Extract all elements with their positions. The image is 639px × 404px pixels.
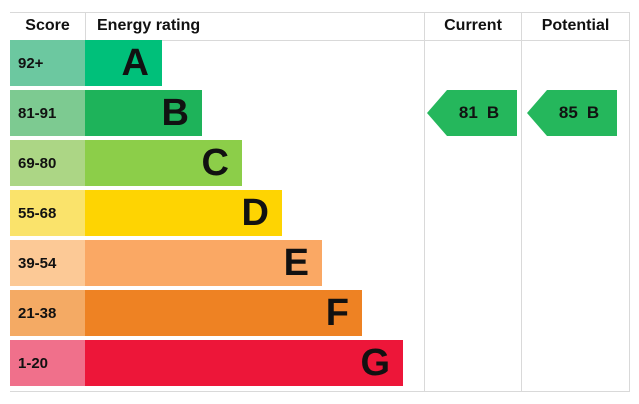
rating-letter-e: E: [283, 242, 309, 284]
score-range-cell-a: 92+: [10, 40, 85, 86]
rating-letter-b: B: [161, 92, 189, 134]
band-row-g: 1-20 G: [0, 340, 639, 386]
current-column-divider: [424, 12, 425, 391]
score-range-cell-d: 55-68: [10, 190, 85, 236]
potential-rating-value: 85: [558, 103, 578, 122]
rating-bar-e: E: [85, 240, 322, 286]
band-row-f: 21-38 F: [0, 290, 639, 336]
potential-column-header: Potential: [541, 17, 610, 34]
rating-letter-a: A: [121, 42, 149, 84]
rating-bar-d: D: [85, 190, 282, 236]
rating-letter-d: D: [241, 192, 269, 234]
rating-letter-g: G: [360, 342, 390, 384]
current-rating-arrow: 81 B: [427, 90, 517, 136]
score-range-label-g: 1-20: [18, 354, 49, 372]
score-range-label-c: 69-80: [18, 154, 57, 172]
rating-letter-c: C: [201, 142, 229, 184]
band-row-e: 39-54 E: [0, 240, 639, 286]
potential-column-divider: [521, 12, 522, 391]
score-range-label-a: 92+: [18, 54, 44, 72]
band-row-d: 55-68 D: [0, 190, 639, 236]
current-rating-band: B: [486, 103, 500, 122]
score-range-label-b: 81-91: [18, 104, 57, 122]
rating-bar-c: C: [85, 140, 242, 186]
rating-bar-b: B: [85, 90, 202, 136]
score-range-label-f: 21-38: [18, 304, 57, 322]
rating-bar-g: G: [85, 340, 403, 386]
score-column-header: Score: [25, 17, 70, 34]
rating-bar-a: A: [85, 40, 162, 86]
score-rating-divider: [85, 12, 86, 40]
band-row-a: 92+ A: [0, 40, 639, 86]
potential-rating-band: B: [586, 103, 600, 122]
score-range-label-e: 39-54: [18, 254, 57, 272]
potential-rating-arrow: 85 B: [527, 90, 617, 136]
score-range-cell-c: 69-80: [10, 140, 85, 186]
rating-letter-f: F: [325, 292, 349, 334]
current-rating-value: 81: [458, 103, 478, 122]
score-range-cell-f: 21-38: [10, 290, 85, 336]
header-bottom-border: [10, 40, 630, 41]
rating-bar-f: F: [85, 290, 362, 336]
score-range-cell-b: 81-91: [10, 90, 85, 136]
score-range-label-d: 55-68: [18, 204, 57, 222]
chart-top-border: [10, 12, 630, 13]
chart-bottom-border: [10, 391, 630, 392]
band-row-c: 69-80 C: [0, 140, 639, 186]
chart-right-border: [629, 12, 630, 391]
band-row-b: 81-91 B: [0, 90, 639, 136]
energy-rating-column-header: Energy rating: [97, 17, 201, 34]
score-range-cell-e: 39-54: [10, 240, 85, 286]
current-column-header: Current: [444, 17, 502, 34]
score-range-cell-g: 1-20: [10, 340, 85, 386]
